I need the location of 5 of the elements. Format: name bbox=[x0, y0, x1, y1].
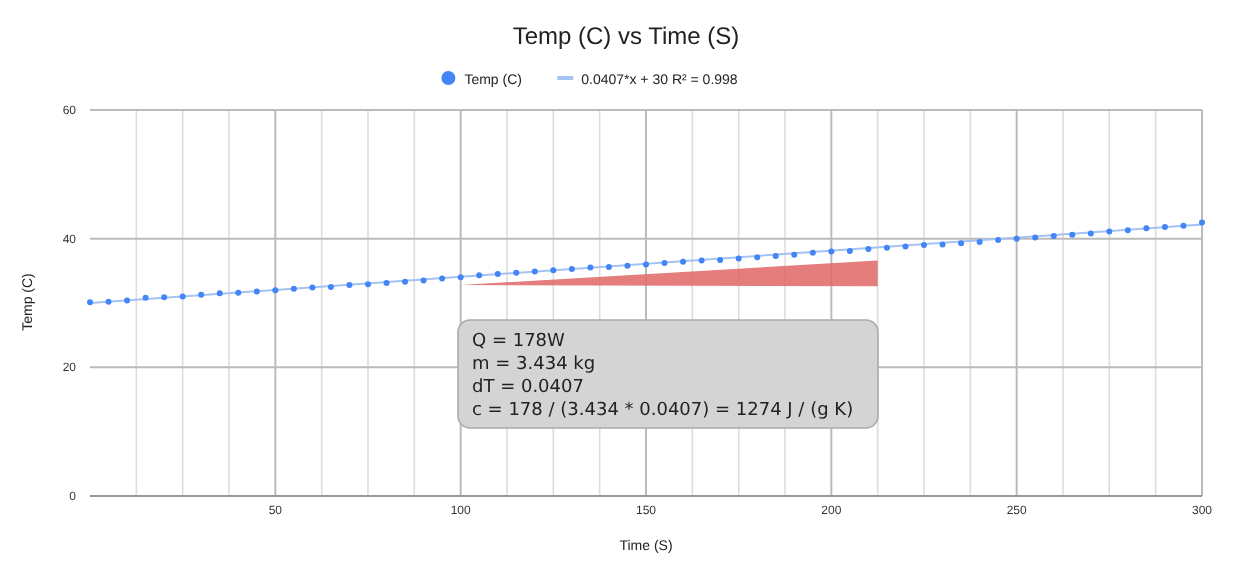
annotation: m = 3.434 kg bbox=[472, 355, 596, 375]
annotation: Q = 178W bbox=[472, 332, 566, 352]
annotation: c = 178 / (3.434 * 0.0407) = 1274 J / (g K) bbox=[472, 401, 854, 421]
annotation: dT = 0.0407 bbox=[472, 378, 584, 398]
chart-title: Temp (C) vs Time (S) bbox=[512, 22, 740, 50]
